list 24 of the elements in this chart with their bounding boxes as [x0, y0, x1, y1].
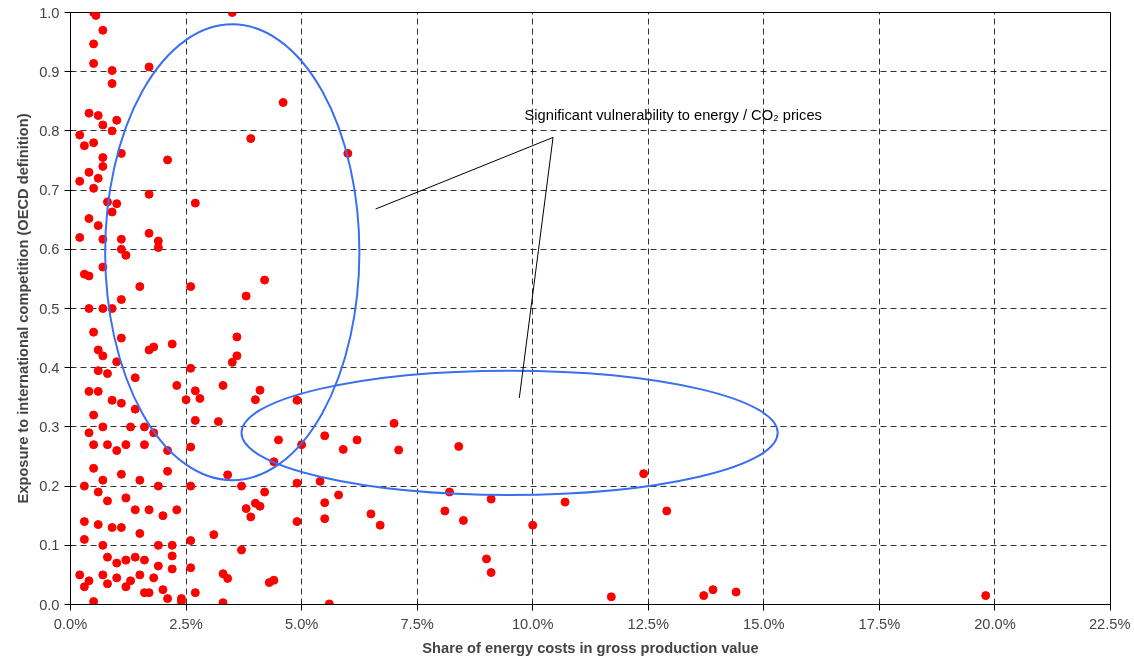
- x-tick-label: 7.5%: [400, 615, 434, 632]
- y-tick-label: 0.7: [39, 182, 60, 199]
- x-tick-label: 22.5%: [1088, 615, 1131, 632]
- x-tick-label: 15.0%: [743, 615, 785, 632]
- annotation: Significant vulnerability to energy / CO₂ prices: [524, 106, 822, 123]
- y-tick-label: 0.5: [39, 300, 60, 317]
- y-tick-label: 0.2: [39, 478, 60, 495]
- y-tick-label: 0.4: [39, 359, 60, 376]
- y-tick-label: 1.0: [39, 4, 60, 21]
- x-tick-label: 0.0%: [53, 615, 88, 632]
- y-tick-label: 0.9: [39, 63, 60, 80]
- x-axis-title: Share of energy costs in gross production value: [422, 639, 759, 656]
- x-tick-label: 5.0%: [284, 615, 319, 632]
- x-tick-label: 10.0%: [511, 615, 554, 632]
- y-tick-label: 0.0: [39, 596, 60, 613]
- x-tick-label: 2.5%: [169, 615, 203, 632]
- y-tick-label: 0.6: [39, 241, 60, 258]
- x-tick-label: 20.0%: [974, 615, 1016, 632]
- y-tick-label: 0.1: [39, 537, 60, 554]
- y-tick-label: 0.8: [39, 122, 60, 139]
- y-axis-title: Exposure to international competition (OECD definition): [15, 113, 32, 504]
- y-tick-label: 0.3: [39, 418, 60, 435]
- x-tick-label: 17.5%: [858, 615, 901, 632]
- x-tick-label: 12.5%: [627, 615, 670, 632]
